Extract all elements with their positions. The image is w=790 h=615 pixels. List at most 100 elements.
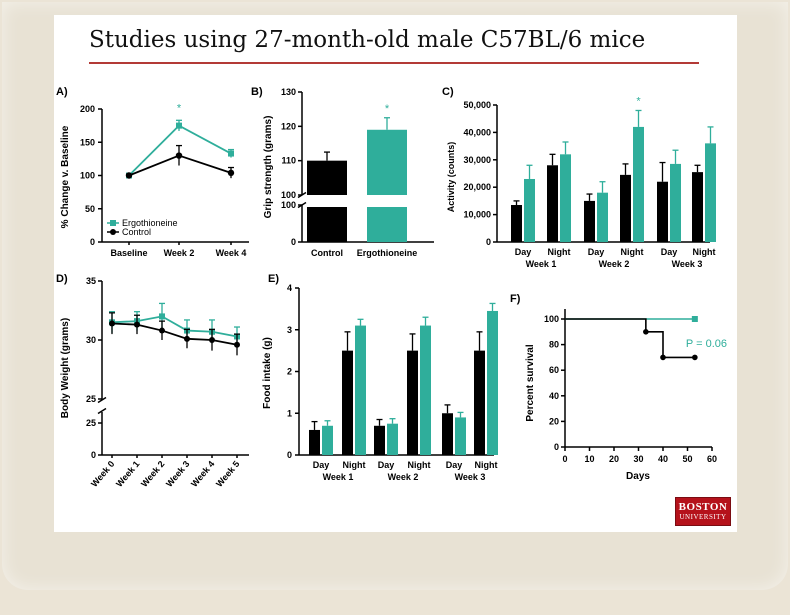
c-bar-control: [657, 181, 668, 242]
panel-c-chart: 0 10,000 20,000 30,000 40,000 50,000 Activity …: [446, 95, 716, 269]
d-axis-break: [97, 396, 107, 404]
a-point: [125, 172, 133, 179]
f-xlabel: Days: [626, 471, 650, 482]
slide: Studies using 27-month-old male C57BL/6 …: [54, 15, 737, 532]
d-ytick-label: 30: [86, 335, 96, 345]
a-ytick-label: 100: [80, 171, 95, 181]
e-xtick-label: Day: [446, 460, 463, 470]
b-ytick-label: 100: [281, 190, 296, 200]
logo-line-1: BOSTON: [678, 501, 728, 513]
a-point: [227, 169, 235, 177]
b-bar-lower: [367, 207, 407, 242]
c-ytick-label: 40,000: [463, 127, 491, 137]
f-ylabel: Percent survival: [525, 344, 536, 421]
c-bar-ergo: [705, 143, 716, 242]
a-xtick-label: Week 4: [216, 248, 247, 258]
d-xtick-label: Week 2: [139, 459, 166, 489]
f-ytick-label: 40: [549, 391, 559, 401]
d-series-line-ergothioneine: [111, 315, 238, 338]
e-bar-ergo: [355, 325, 366, 455]
c-ytick-label: 0: [486, 237, 491, 247]
f-ytick-label: 80: [549, 340, 559, 350]
c-group-label: Week 1: [526, 259, 557, 269]
d-series-line-control: [111, 322, 238, 346]
d-point: [209, 337, 215, 343]
e-bar-control: [474, 350, 485, 455]
f-point: [660, 354, 666, 361]
panel-f-letter: F): [510, 293, 521, 305]
e-xtick-label: Day: [313, 460, 330, 470]
a-ytick-label: 150: [80, 137, 95, 147]
f-ytick-label: 0: [554, 442, 559, 452]
logo-line-2: UNIVERSITY: [679, 513, 727, 521]
e-group-label: Week 2: [388, 472, 419, 482]
f-annotation: P = 0.06: [686, 338, 727, 350]
c-xtick-label: Night: [621, 247, 644, 257]
f-point: [692, 354, 698, 361]
d-ytick-label: 0: [91, 450, 96, 460]
d-point: [159, 327, 165, 334]
c-ytick-label: 30,000: [463, 155, 491, 165]
e-bar-ergo: [487, 310, 498, 455]
e-bar-ergo: [387, 423, 398, 455]
e-xtick-label: Night: [408, 460, 431, 470]
c-bar-control: [620, 174, 631, 242]
e-xtick-label: Day: [378, 460, 395, 470]
c-bar-control: [692, 172, 703, 242]
c-ylabel: Activity (counts): [446, 142, 456, 213]
e-ytick-label: 1: [287, 408, 292, 418]
c-ytick-label: 50,000: [463, 100, 491, 110]
panel-c-letter: C): [442, 86, 454, 98]
d-axis-break: [97, 407, 107, 415]
c-bar-ergo: [670, 163, 681, 242]
f-ytick-label: 100: [544, 314, 559, 324]
f-xtick-label: 20: [609, 454, 619, 464]
a-point: [175, 152, 183, 159]
f-point: [643, 329, 649, 335]
a-ylabel: % Change v. Baseline: [60, 125, 71, 228]
f-series-line-control: [565, 318, 695, 359]
e-bar-control: [342, 350, 353, 455]
c-bar-control: [511, 205, 522, 242]
e-ytick-label: 0: [287, 450, 292, 460]
e-xtick-label: Night: [475, 460, 498, 470]
d-ytick-label: 25: [86, 418, 96, 428]
f-xtick-label: 10: [584, 454, 594, 464]
panel-a-chart: 0 50 100 150 200 Baseline Week 2 Week 4 % Change…: [60, 103, 249, 258]
d-ytick-label: 35: [86, 276, 96, 286]
e-group-label: Week 3: [455, 472, 486, 482]
d-point: [109, 320, 115, 327]
d-xtick-label: Week 3: [164, 459, 191, 489]
b-xtick-label: Ergothioneine: [357, 248, 418, 258]
f-xtick-label: 30: [633, 454, 643, 464]
c-xtick-label: Night: [548, 247, 571, 257]
d-ylabel: Body Weight (grams): [60, 318, 71, 418]
f-xtick-label: 50: [682, 454, 692, 464]
e-bar-ergo: [420, 325, 431, 455]
c-xtick-label: Day: [588, 247, 605, 257]
d-ytick-label: 25: [86, 394, 96, 404]
f-xtick-label: 40: [658, 454, 668, 464]
f-ytick-label: 60: [549, 365, 559, 375]
b-bar-upper: [367, 129, 407, 195]
c-bar-ergo: [633, 126, 644, 242]
b-annotation: *: [385, 103, 390, 115]
c-xtick-label: Night: [693, 247, 716, 257]
a-annotation: *: [177, 103, 182, 115]
e-bar-control: [309, 429, 320, 455]
b-ylabel: Grip strength (grams): [263, 116, 274, 219]
e-bar-ergo: [455, 417, 466, 455]
a-ytick-label: 50: [85, 204, 95, 214]
a-point: [176, 122, 182, 129]
f-ytick-label: 20: [549, 416, 559, 426]
c-group-label: Week 2: [599, 259, 630, 269]
a-ytick-label: 200: [80, 104, 95, 114]
b-ytick-label: 110: [281, 156, 296, 166]
e-bar-control: [407, 350, 418, 455]
f-point: [691, 316, 698, 322]
f-xtick-label: 0: [562, 454, 567, 464]
c-bar-ergo: [597, 192, 608, 242]
e-ylabel: Food intake (g): [262, 337, 273, 409]
e-group-label: Week 1: [323, 472, 354, 482]
